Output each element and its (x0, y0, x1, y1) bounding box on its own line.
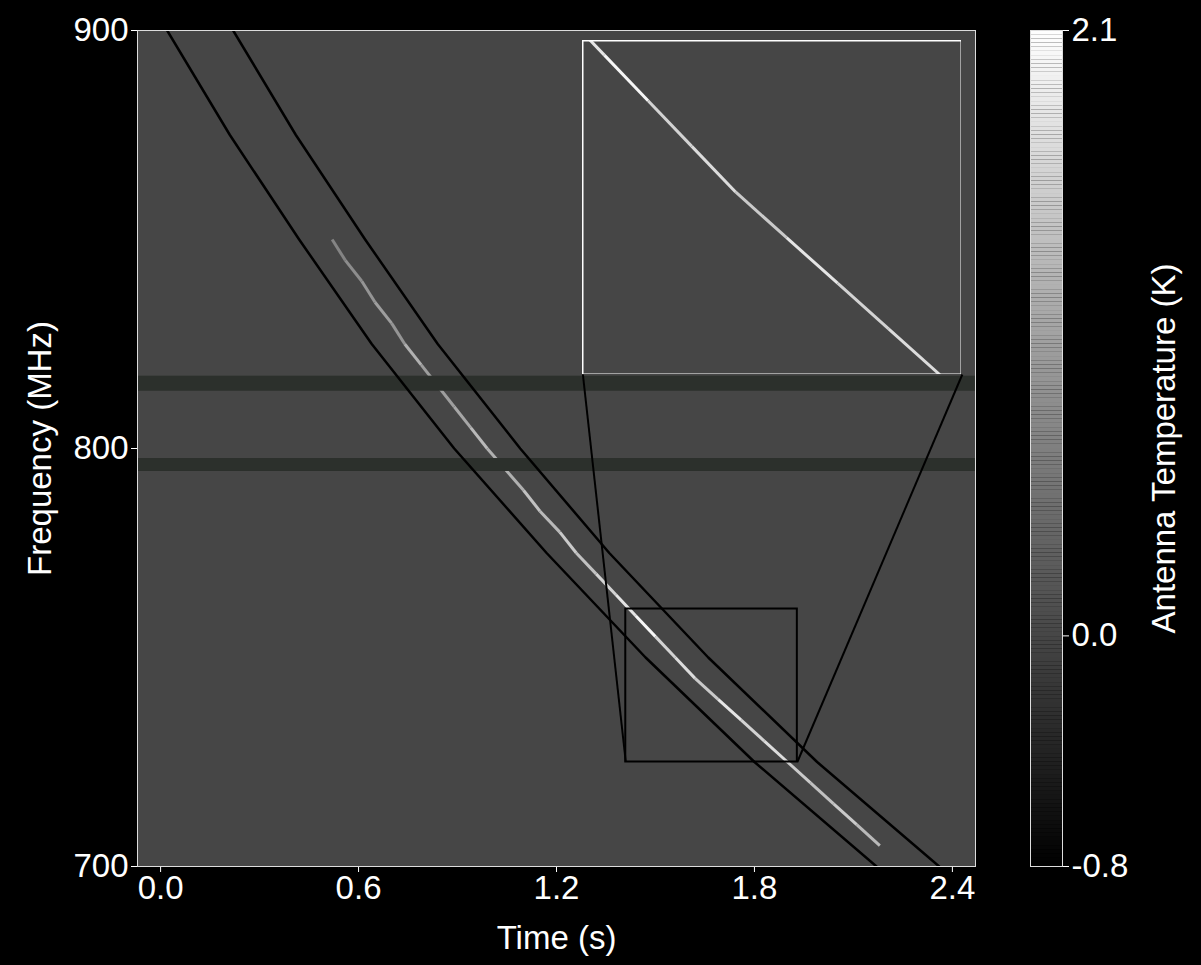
svg-text:Time (s): Time (s) (497, 919, 617, 956)
svg-text:0.0: 0.0 (1072, 616, 1118, 653)
svg-text:-0.8: -0.8 (1072, 847, 1129, 884)
svg-text:0.0: 0.0 (138, 869, 184, 906)
svg-text:0.6: 0.6 (336, 869, 382, 906)
svg-text:700: 700 (73, 847, 128, 884)
svg-text:2.4: 2.4 (929, 869, 975, 906)
svg-text:900: 900 (73, 11, 128, 48)
svg-text:1.8: 1.8 (732, 869, 778, 906)
svg-text:Frequency (MHz): Frequency (MHz) (21, 321, 58, 576)
svg-text:2.1: 2.1 (1072, 11, 1118, 48)
svg-text:1.2: 1.2 (534, 869, 580, 906)
svg-text:Antenna Temperature (K): Antenna Temperature (K) (1145, 264, 1182, 634)
svg-text:800: 800 (73, 429, 128, 466)
